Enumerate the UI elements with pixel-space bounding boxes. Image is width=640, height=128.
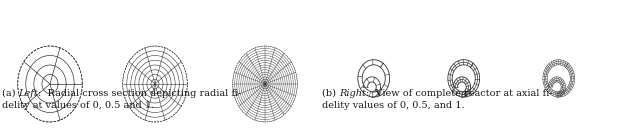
Text: delity at values of 0, 0.5 and 1.: delity at values of 0, 0.5 and 1. xyxy=(2,101,154,110)
Text: (a): (a) xyxy=(2,89,19,98)
Text: :  Radial cross section depicting radial fi-: : Radial cross section depicting radial … xyxy=(38,89,242,98)
Text: Left: Left xyxy=(19,89,38,98)
Text: Right: Right xyxy=(339,89,366,98)
Text: (b): (b) xyxy=(322,89,339,98)
Text: :  View of complete reactor at axial fi-: : View of complete reactor at axial fi- xyxy=(366,89,552,98)
Text: delity values of 0, 0.5, and 1.: delity values of 0, 0.5, and 1. xyxy=(322,101,465,110)
